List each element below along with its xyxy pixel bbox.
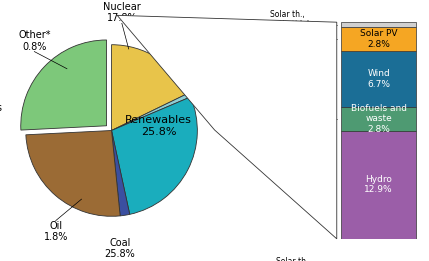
- Text: Wind
6.7%: Wind 6.7%: [367, 69, 390, 88]
- Wedge shape: [112, 45, 189, 130]
- Wedge shape: [21, 40, 106, 130]
- Bar: [341, 22, 416, 27]
- Text: Renewables
25.8%: Renewables 25.8%: [125, 115, 192, 137]
- Text: Natural Gas
28.0%: Natural Gas 28.0%: [0, 103, 2, 124]
- Bar: [341, 51, 416, 107]
- Bar: [341, 107, 416, 130]
- Wedge shape: [112, 97, 197, 214]
- Text: Solar th.,
geoth. tidal
0.6%: Solar th., geoth. tidal 0.6%: [266, 10, 309, 40]
- Text: Oil
1.8%: Oil 1.8%: [44, 221, 68, 242]
- Text: Other*
0.8%: Other* 0.8%: [18, 30, 51, 52]
- Text: Coal
25.8%: Coal 25.8%: [105, 238, 136, 259]
- Text: Hydro
12.9%: Hydro 12.9%: [364, 175, 393, 194]
- Wedge shape: [112, 130, 130, 216]
- Text: Biofuels and
waste
2.8%: Biofuels and waste 2.8%: [350, 104, 407, 134]
- Text: Solar PV
2.8%: Solar PV 2.8%: [360, 29, 397, 49]
- Text: Nuclear
17.8%: Nuclear 17.8%: [103, 2, 141, 23]
- Bar: [341, 27, 416, 51]
- Text: Solar th.,
geoth. tidal
0.6%: Solar th., geoth. tidal 0.6%: [272, 257, 316, 261]
- Wedge shape: [26, 130, 120, 216]
- Bar: [341, 130, 416, 239]
- Text: Solar PV
2.8%: Solar PV 2.8%: [224, 29, 256, 49]
- Wedge shape: [112, 93, 190, 130]
- Text: Biofuels and
waste
2.8%: Biofuels and waste 2.8%: [217, 104, 264, 134]
